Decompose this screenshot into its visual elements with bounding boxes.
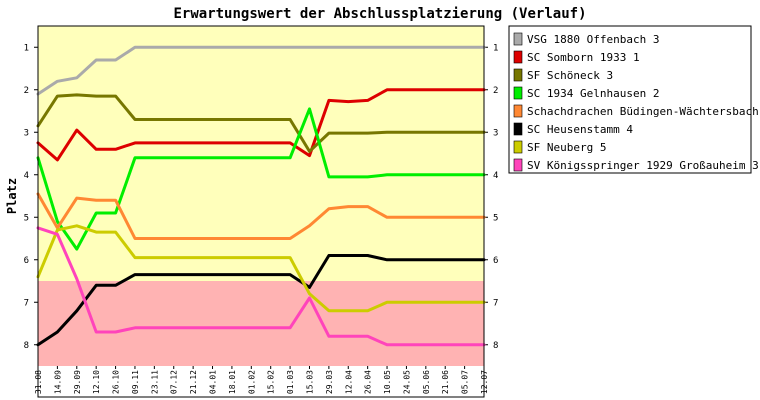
x-tick-label: 05.06 [422, 370, 431, 394]
background-band-1 [38, 281, 484, 366]
y-axis-label: Platz [5, 178, 19, 214]
plot-frame [37, 25, 485, 398]
y-tick-label-left: 7 [24, 298, 29, 308]
x-tick-label: 09.11 [131, 370, 140, 394]
x-tick-label: 21.06 [441, 370, 450, 394]
series-line-6 [36, 224, 486, 313]
legend: VSG 1880 Offenbach 3 SC Somborn 1933 1 SF … [508, 25, 760, 174]
x-tick-label: 07.12 [170, 370, 179, 394]
legend-box [508, 25, 752, 174]
y-tick-label-left: 4 [24, 171, 29, 181]
y-ticks-left: 1 2 3 4 5 6 7 8 [24, 43, 38, 351]
x-tick-label: 10.05 [383, 370, 392, 394]
background-band-0 [38, 26, 484, 281]
legend-swatch [513, 86, 523, 100]
series-line-1 [36, 88, 486, 162]
x-tick-label: 01.03 [286, 370, 295, 394]
series-line-4 [36, 192, 486, 240]
legend-label: Schachdrachen Büdingen-Wächtersbach 3 [527, 105, 760, 118]
legend-label: SF Neuberg 5 [527, 141, 606, 154]
y-tick-label-left: 3 [24, 128, 29, 138]
legend-swatch [513, 104, 523, 118]
series-line-5 [36, 254, 486, 347]
y-tick-label-left: 6 [24, 256, 29, 266]
y-tick-label-right: 8 [493, 341, 498, 351]
legend-label: SC Somborn 1933 1 [527, 51, 640, 64]
x-tick-label: 01.02 [247, 370, 256, 394]
y-tick-label-right: 4 [493, 171, 498, 181]
y-tick-label-left: 5 [24, 213, 29, 223]
legend-swatch [513, 158, 523, 172]
y-tick-label-right: 6 [493, 256, 498, 266]
series-line-2 [36, 93, 486, 153]
x-tick-label: 05.07 [461, 370, 470, 394]
x-tick-label: 12.04 [344, 370, 353, 394]
legend-swatch [513, 50, 523, 64]
x-tick-label: 04.01 [209, 370, 218, 394]
background-bands [38, 26, 484, 366]
legend-swatch [513, 68, 523, 82]
y-tick-label-right: 5 [493, 213, 498, 223]
x-tick-label: 23.11 [150, 370, 159, 394]
series-lines [36, 45, 486, 347]
legend-items: VSG 1880 Offenbach 3 SC Somborn 1933 1 SF … [513, 32, 760, 172]
x-tick-label: 14.09 [53, 370, 62, 394]
x-tick-label: 29.09 [73, 370, 82, 394]
x-tick-label: 21.12 [189, 370, 198, 394]
x-tick-label: 26.10 [112, 370, 121, 394]
series-line-7 [36, 226, 486, 347]
y-tick-label-right: 1 [493, 43, 498, 53]
legend-label: SF Schöneck 3 [527, 69, 613, 82]
x-tick-label: 15.03 [305, 370, 314, 394]
x-tick-label: 24.05 [402, 370, 411, 394]
legend-swatch [513, 140, 523, 154]
chart-title: Erwartungswert der Abschlussplatzierung … [173, 6, 586, 22]
series-line-0 [36, 45, 486, 96]
y-tick-label-left: 2 [24, 86, 29, 96]
x-tick-label: 26.04 [364, 370, 373, 394]
x-tick-label: 12.10 [92, 370, 101, 394]
legend-label: SV Königsspringer 1929 Großauheim 3 [527, 159, 759, 172]
y-tick-label-right: 2 [493, 86, 498, 96]
y-tick-label-right: 3 [493, 128, 498, 138]
x-ticks: 31.08 14.09 29.09 12.10 26.10 09.11 23.11 07.12… [34, 366, 489, 394]
series-line-3 [36, 107, 486, 251]
y-tick-label-right: 7 [493, 298, 498, 308]
legend-swatch [513, 122, 523, 136]
y-ticks-right: 1 2 3 4 5 6 7 8 [484, 43, 498, 351]
x-tick-label: 15.02 [267, 370, 276, 394]
legend-label: VSG 1880 Offenbach 3 [527, 33, 659, 46]
y-tick-label-left: 8 [24, 341, 29, 351]
legend-label: SC Heusenstamm 4 [527, 123, 633, 136]
x-tick-label: 18.01 [228, 370, 237, 394]
legend-swatch [513, 32, 523, 46]
y-tick-label-left: 1 [24, 43, 29, 53]
x-tick-label: 29.03 [325, 370, 334, 394]
legend-label: SC 1934 Gelnhausen 2 [527, 87, 659, 100]
